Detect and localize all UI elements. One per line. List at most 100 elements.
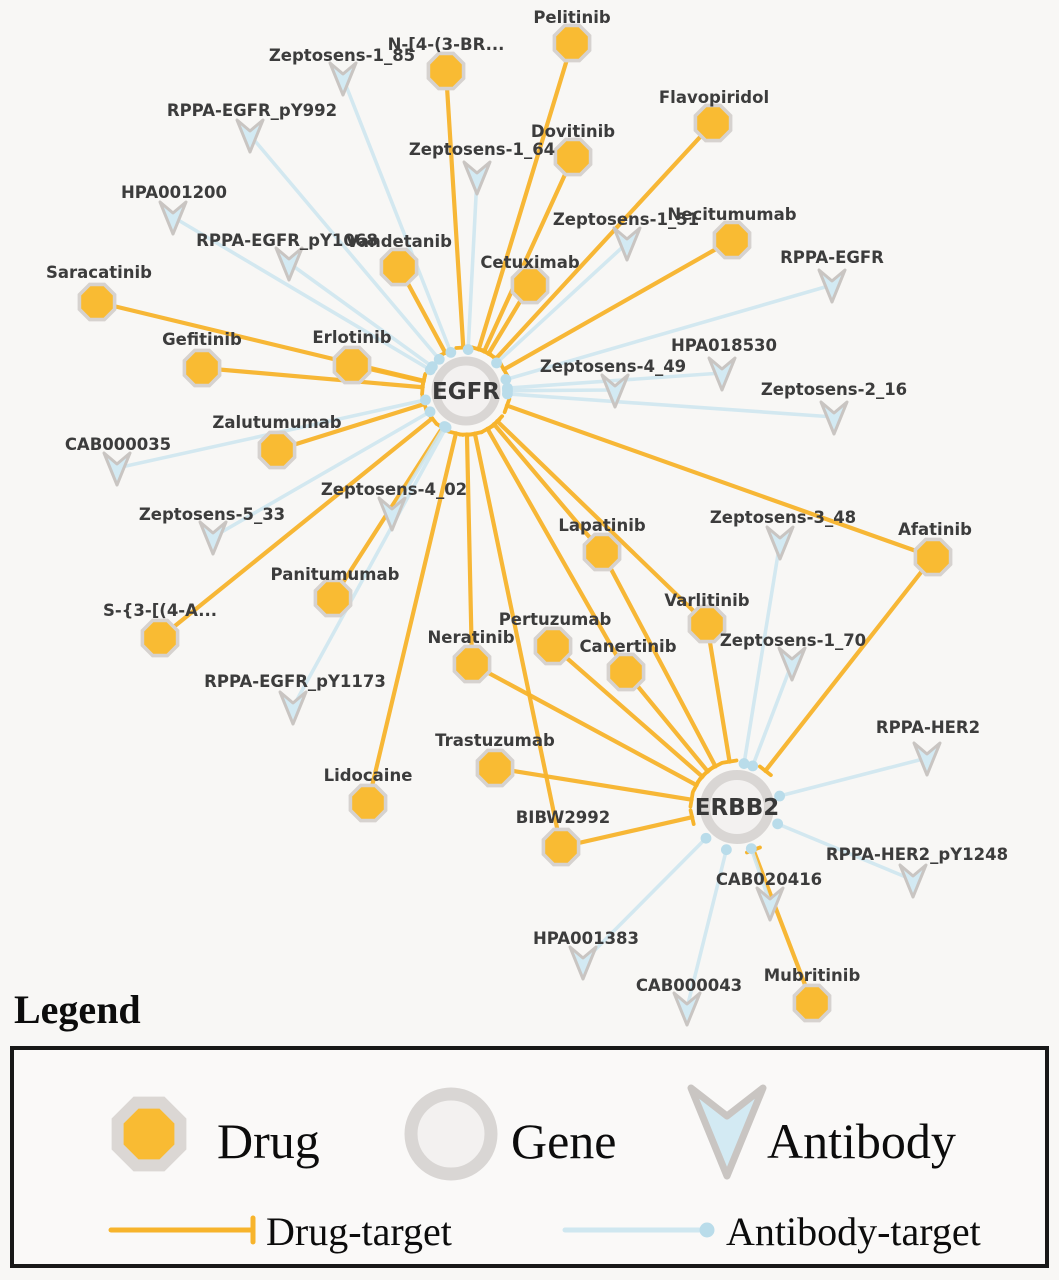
- drug-node-neratinib[interactable]: [452, 644, 492, 684]
- drug-node-lidocaine[interactable]: [348, 783, 388, 823]
- drug-node-bibw2992[interactable]: [541, 827, 581, 867]
- drug-node-n-4-3-br[interactable]: [426, 51, 466, 91]
- antibody-node-zeptosens-4-02[interactable]: [377, 496, 407, 532]
- node-label-neratinib: Neratinib: [427, 628, 514, 647]
- node-label-rppa-egfr: RPPA-EGFR: [780, 248, 884, 267]
- dot-marker: [720, 844, 732, 856]
- node-label-zeptosens-1-70: Zeptosens-1_70: [720, 631, 866, 650]
- node-label-bibw2992: BIBW2992: [516, 808, 611, 827]
- drug-node-panitumumab[interactable]: [313, 578, 353, 618]
- drug-target-edge-n-4-3-br-egfr: [443, 68, 466, 350]
- antibody-target-edge-zeptosens-1-51-egfr: [494, 241, 629, 365]
- gene-legend-label: Gene: [511, 1113, 617, 1169]
- drug-target-edge-canertinib-egfr: [485, 426, 629, 675]
- drug-target-edge-neratinib-erbb2: [469, 661, 699, 788]
- antibody-target-edge-hpa018530-egfr: [505, 371, 724, 390]
- drug-node-s-3-4-a[interactable]: [140, 618, 180, 658]
- antibody-node-zeptosens-1-85[interactable]: [328, 61, 358, 97]
- drug-node-pertuzumab[interactable]: [533, 626, 573, 666]
- antibody-node-rppa-her2[interactable]: [912, 741, 942, 777]
- antibody-target-edges: [115, 76, 929, 1010]
- tbar-marker: [420, 372, 428, 391]
- antibody-target-edge-cab000043-erbb2: [685, 847, 729, 1010]
- drug-target-edge-flavopiridol-egfr: [493, 120, 716, 362]
- node-label-s-3-4-a: S-{3-[(4-A...: [103, 601, 217, 620]
- drug-target-legend-icon: [108, 1215, 256, 1245]
- node-label-hpa001200: HPA001200: [121, 183, 227, 202]
- antibody-node-rppa-her2-py1248[interactable]: [898, 863, 928, 899]
- drug-node-mubritinib[interactable]: [792, 983, 832, 1023]
- antibody-node-rppa-egfr-py1173[interactable]: [278, 690, 308, 726]
- drug-target-edge-lapatinib-egfr: [491, 422, 605, 555]
- node-label-zeptosens-5-33: Zeptosens-5_33: [139, 505, 285, 524]
- drug-node-dovitinib[interactable]: [553, 137, 593, 177]
- node-labels: EGFR ERBB2 Pelitinib N-[4-(3-BR... Flavopiri…: [46, 8, 1008, 995]
- drug-target-edge-bibw2992-erbb2: [558, 815, 695, 850]
- antibody-node-cab000043[interactable]: [672, 991, 702, 1027]
- antibody-node-zeptosens-1-51[interactable]: [612, 226, 642, 262]
- node-label-saracatinib: Saracatinib: [46, 263, 152, 282]
- drug-node-necitumumab[interactable]: [712, 220, 752, 260]
- dot-marker: [500, 374, 512, 385]
- drug-node-varlitinib[interactable]: [687, 604, 727, 644]
- node-label-hpa018530: HPA018530: [671, 336, 777, 355]
- drug-node-flavopiridol[interactable]: [693, 103, 733, 143]
- drug-target-legend-label: Drug-target: [266, 1209, 452, 1254]
- dot-marker: [491, 357, 502, 369]
- node-label-panitumumab: Panitumumab: [271, 565, 400, 584]
- antibody-target-edge-hpa001383-erbb2: [581, 836, 708, 964]
- antibody-node-rppa-egfr-py992[interactable]: [235, 118, 265, 154]
- antibody-target-edge-zeptosens-1-70-erbb2: [750, 661, 794, 768]
- drug-target-edge-zalutumumab-egfr: [274, 401, 427, 453]
- antibody-node-zeptosens-5-33[interactable]: [198, 520, 228, 556]
- drug-target-edge-bibw2992-egfr: [472, 431, 564, 850]
- antibody-node-rppa-egfr[interactable]: [817, 268, 847, 304]
- drug-node-trastuzumab[interactable]: [475, 748, 515, 788]
- drug-node-cetuximab[interactable]: [510, 265, 550, 305]
- gene-label-egfr: EGFR: [432, 379, 500, 405]
- dot-marker: [420, 394, 431, 406]
- gene-node-egfr[interactable]: [431, 356, 501, 426]
- gene-circle-glyph: [404, 1087, 498, 1181]
- antibody-legend-label: Antibody: [767, 1113, 956, 1169]
- node-label-erlotinib: Erlotinib: [312, 328, 391, 347]
- drug-node-vandetanib[interactable]: [379, 247, 419, 287]
- antibody-node-cab020416[interactable]: [755, 886, 785, 922]
- drug-node-canertinib[interactable]: [606, 652, 646, 692]
- antibody-node-zeptosens-1-64[interactable]: [462, 160, 492, 196]
- dot-marker: [501, 388, 513, 400]
- gene-label-erbb2: ERBB2: [695, 795, 780, 821]
- node-label-rppa-egfr-py1068: RPPA-EGFR_pY1068: [196, 231, 378, 250]
- antibody-node-zeptosens-3-48[interactable]: [765, 525, 795, 561]
- drug-target-edge-canertinib-erbb2: [623, 669, 710, 774]
- node-label-afatinib: Afatinib: [898, 520, 972, 539]
- antibody-node-zeptosens-4-49[interactable]: [600, 373, 630, 409]
- antibody-node-zeptosens-1-70[interactable]: [777, 646, 807, 682]
- gene-legend-icon: [404, 1087, 498, 1181]
- drug-target-edge-afatinib-egfr: [504, 403, 936, 560]
- node-label-rppa-her2-py1248: RPPA-HER2_pY1248: [826, 845, 1008, 864]
- drug-node-pelitinib[interactable]: [552, 23, 592, 63]
- node-label-flavopiridol: Flavopiridol: [659, 88, 769, 107]
- antibody-node-cab000035[interactable]: [102, 451, 132, 487]
- tbar-marker: [480, 348, 497, 360]
- dot-marker: [738, 758, 750, 769]
- antibody-node-hpa018530[interactable]: [707, 356, 737, 392]
- drug-target-edge-necitumumab-egfr: [501, 237, 735, 372]
- drug-node-erlotinib[interactable]: [332, 345, 372, 385]
- drug-node-afatinib[interactable]: [913, 537, 953, 577]
- drug-node-gefitinib[interactable]: [182, 348, 222, 388]
- antibody-target-edge-zeptosens-4-49-egfr: [505, 388, 617, 393]
- antibody-node-zeptosens-2-16[interactable]: [819, 400, 849, 436]
- legend-title: Legend: [14, 987, 141, 1032]
- drug-node-zalutumumab[interactable]: [257, 430, 297, 470]
- nodes: [77, 23, 953, 1027]
- drug-node-lapatinib[interactable]: [582, 532, 622, 572]
- drug-node-saracatinib[interactable]: [77, 282, 117, 322]
- antibody-node-rppa-egfr-py1068[interactable]: [274, 246, 304, 282]
- gene-node-erbb2[interactable]: [700, 770, 774, 844]
- node-label-hpa001383: HPA001383: [533, 929, 639, 948]
- node-label-cab000035: CAB000035: [65, 435, 171, 454]
- antibody-node-hpa001200[interactable]: [158, 200, 188, 236]
- antibody-node-hpa001383[interactable]: [568, 945, 598, 981]
